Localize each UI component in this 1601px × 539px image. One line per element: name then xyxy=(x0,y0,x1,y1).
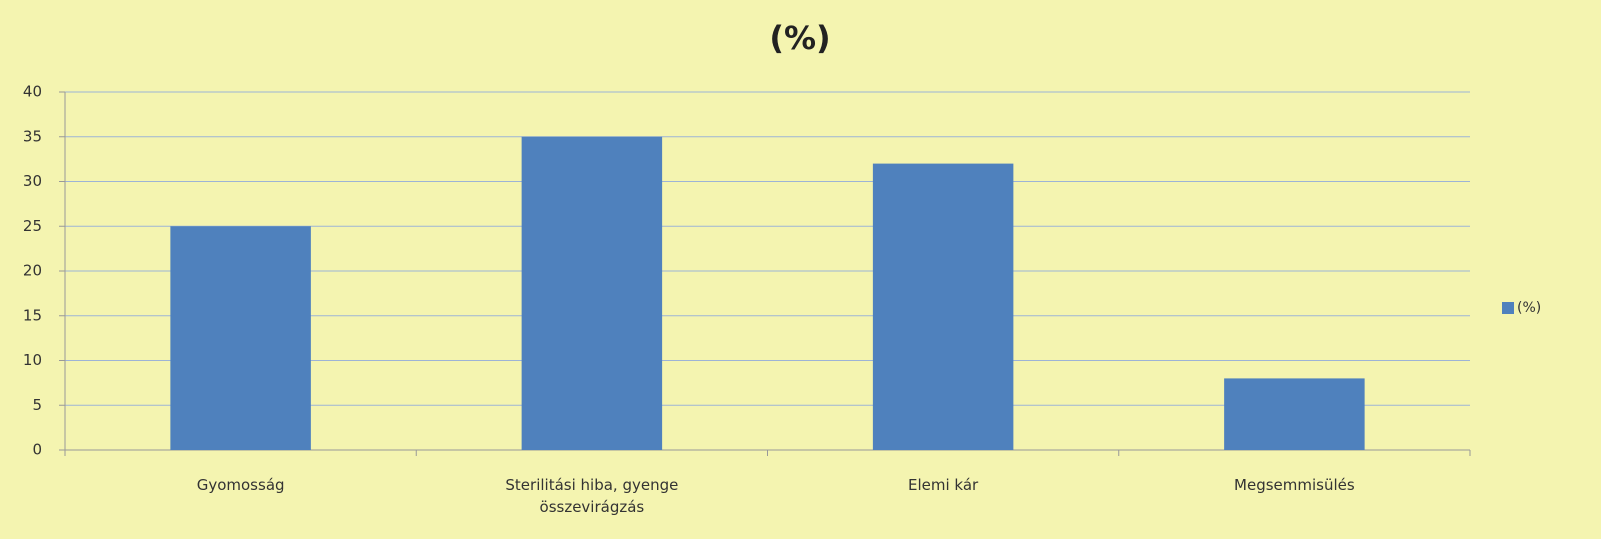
y-tick-label: 10 xyxy=(23,351,42,369)
y-tick-label: 0 xyxy=(32,441,42,459)
bar xyxy=(170,226,311,450)
y-tick-label: 25 xyxy=(23,217,42,235)
y-tick-label: 15 xyxy=(23,306,42,324)
y-tick-label: 40 xyxy=(23,83,42,101)
x-tick-label: Sterilitási hiba, gyenge összevirágzás xyxy=(505,476,679,516)
y-tick-label: 30 xyxy=(23,172,42,190)
legend-swatch xyxy=(1502,302,1514,314)
y-tick-label: 20 xyxy=(23,262,42,280)
bar xyxy=(1224,378,1365,450)
legend-label: (%) xyxy=(1517,300,1541,316)
y-tick-label: 5 xyxy=(32,396,42,414)
y-tick-label: 35 xyxy=(23,127,42,145)
x-tick-label: Gyomosság xyxy=(196,476,285,494)
bar xyxy=(872,163,1014,450)
x-tick-label: Elemi kár xyxy=(908,476,979,494)
chart-title: (%) xyxy=(769,19,830,57)
x-tick-label: Megsemmisülés xyxy=(1234,476,1355,494)
bar xyxy=(521,136,663,450)
